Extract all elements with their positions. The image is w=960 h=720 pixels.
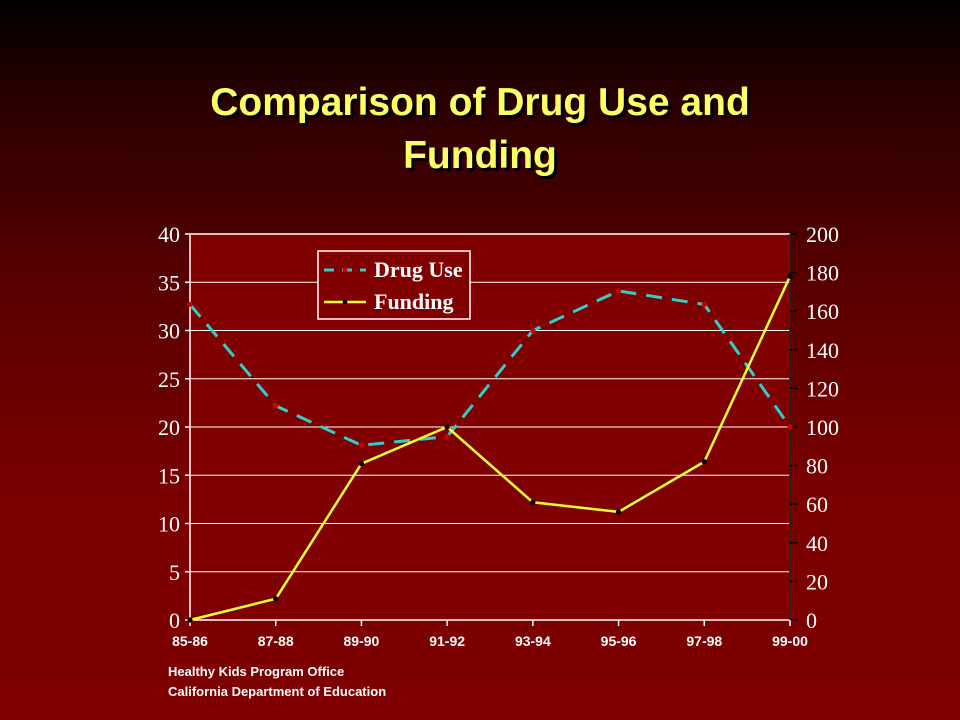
source-line-2: California Department of Education — [168, 684, 387, 699]
drug-use-point — [273, 403, 279, 409]
drug-use-point — [615, 288, 622, 294]
left-tick-label: 30 — [158, 319, 180, 344]
source-line-1: Healthy Kids Program Office — [168, 664, 345, 679]
funding-point — [530, 499, 536, 505]
x-tick-label: 99-00 — [772, 633, 808, 649]
legend-drug-use-marker — [342, 267, 348, 273]
funding-point — [701, 459, 707, 465]
drug-use-point — [787, 424, 793, 430]
drug-use-point — [701, 301, 707, 308]
left-tick-label: 15 — [158, 463, 180, 488]
x-tick-label: 93-94 — [515, 633, 551, 649]
right-tick-label: 60 — [806, 492, 828, 517]
gridlines — [190, 281, 790, 573]
right-tick-label: 100 — [806, 415, 839, 440]
title-line-1: Comparison of Drug Use and — [210, 81, 750, 124]
left-tick-label: 5 — [169, 560, 180, 585]
funding-point — [358, 461, 365, 467]
left-tick-label: 0 — [169, 608, 180, 633]
series-layer — [187, 273, 793, 623]
right-tick-label: 0 — [806, 608, 817, 633]
legend-funding-label: Funding — [374, 289, 454, 314]
right-tick-label: 140 — [806, 338, 839, 363]
legend-drug-use-label: Drug Use — [374, 257, 463, 282]
right-tick-label: 120 — [806, 376, 839, 401]
funding-point — [615, 509, 622, 515]
left-tick-label: 20 — [158, 415, 180, 440]
legend: Drug Use Funding — [317, 250, 471, 320]
drug-use-point — [530, 327, 536, 334]
funding-point — [444, 424, 450, 430]
right-tick-label: 200 — [806, 222, 839, 247]
x-tick-label: 95-96 — [601, 633, 637, 649]
drug-use-point — [444, 434, 450, 440]
axes: 0 5 10 15 20 25 30 35 40 0 20 40 60 80 100 120 140 160 180… — [158, 222, 839, 649]
right-tick-label: 40 — [806, 531, 828, 556]
left-tick-label: 40 — [158, 222, 180, 247]
funding-point — [273, 596, 279, 602]
x-tick-label: 89-90 — [344, 633, 380, 649]
funding-point — [187, 617, 193, 623]
left-tick-label: 10 — [158, 512, 180, 537]
legend-box — [317, 250, 471, 320]
x-tick-label: 85-86 — [172, 633, 208, 649]
left-tick-label: 25 — [158, 367, 180, 392]
drug-use-point — [358, 442, 365, 448]
chart-title: Comparison of Drug Use and Funding — [0, 76, 960, 182]
x-tick-label: 91-92 — [429, 633, 465, 649]
right-tick-label: 180 — [806, 261, 839, 286]
legend-funding-marker — [342, 299, 348, 305]
right-tick-label: 160 — [806, 299, 839, 324]
drug-use-point — [187, 301, 193, 308]
right-tick-label: 20 — [806, 569, 828, 594]
right-tick-label: 80 — [806, 454, 828, 479]
left-tick-label: 35 — [158, 270, 180, 295]
x-tick-label: 97-98 — [686, 633, 722, 649]
source-note: Healthy Kids Program Office California D… — [168, 662, 386, 702]
funding-point — [787, 273, 793, 280]
funding-line — [189, 275, 792, 622]
title-line-2: Funding — [403, 134, 557, 177]
x-tick-label: 87-88 — [258, 633, 294, 649]
